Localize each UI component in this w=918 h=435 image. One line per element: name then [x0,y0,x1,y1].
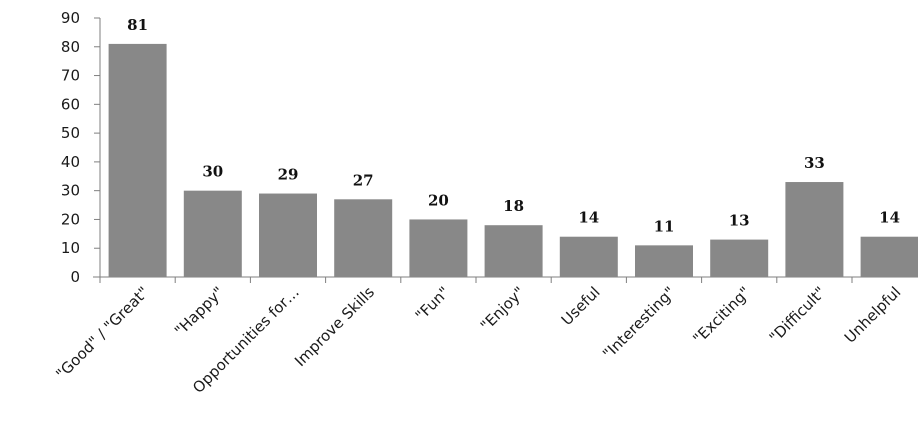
x-category-label: Improve Skills [291,283,378,370]
x-category-label: "Enjoy" [477,283,529,335]
x-category-label: "Happy" [171,283,228,340]
bar [334,199,393,277]
bar [259,193,317,277]
data-label: 27 [353,171,374,189]
data-label: 29 [278,166,299,184]
y-tick-label: 90 [61,9,80,27]
data-label: 30 [202,163,223,181]
bar [785,182,844,277]
data-label: 33 [804,154,825,172]
y-axis-ticks: 0 10 20 30 40 50 60 70 80 90 [61,9,100,286]
y-tick-label: 10 [61,239,80,257]
x-category-label: Unhelpful [841,283,905,347]
bar [710,239,769,277]
data-label: 20 [428,191,449,209]
data-label: 13 [729,212,750,230]
x-category-label: Useful [558,283,604,329]
x-category-label: "Exciting" [689,283,754,348]
y-tick-label: 80 [61,38,80,56]
y-tick-label: 60 [61,95,80,113]
x-category-label: "Good" / "Great" [52,283,152,383]
y-tick-label: 70 [61,67,80,85]
bar [559,236,618,277]
x-category-label: "Interesting" [599,283,679,363]
y-tick-label: 50 [61,124,80,142]
bar [635,245,693,277]
data-labels-group: 81 30 29 27 20 18 14 11 13 33 14 [127,16,900,235]
y-tick-label: 40 [61,153,80,171]
x-category-label: "Fun" [412,283,453,324]
data-label: 81 [127,16,148,34]
data-label: 14 [578,209,599,227]
x-category-label: "Difficult" [766,283,830,347]
bar [484,225,543,277]
bar [409,219,468,277]
x-axis-labels: "Good" / "Great" "Happy"Opportunities for… [52,277,904,397]
y-tick-label: 0 [70,268,80,286]
data-label: 18 [503,197,524,215]
y-tick-label: 20 [61,210,80,228]
y-tick-label: 30 [61,182,80,200]
bar [108,43,167,278]
bars-group [108,43,918,278]
bar [183,190,242,277]
data-label: 11 [654,217,675,235]
bar [860,236,918,277]
data-label: 14 [879,209,900,227]
